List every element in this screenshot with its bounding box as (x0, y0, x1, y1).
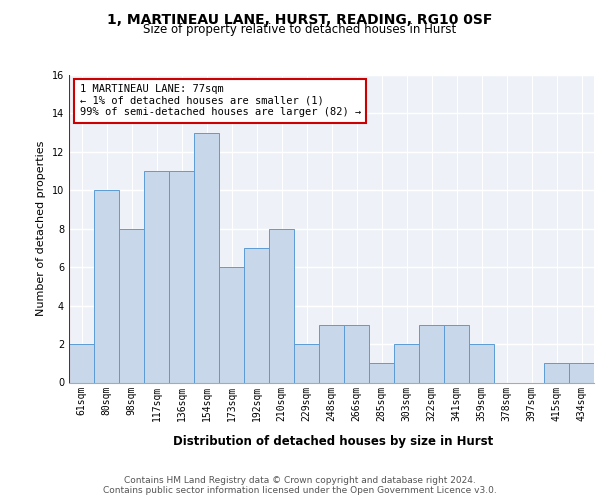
Bar (319, 325, 344, 382)
Bar (544, 364, 569, 382)
Bar (444, 325, 469, 382)
Bar (369, 364, 394, 382)
Text: Contains HM Land Registry data © Crown copyright and database right 2024.
Contai: Contains HM Land Registry data © Crown c… (103, 476, 497, 495)
Bar (269, 229, 294, 382)
Bar (569, 364, 594, 382)
Y-axis label: Number of detached properties: Number of detached properties (36, 141, 46, 316)
Bar (119, 229, 144, 382)
Text: Distribution of detached houses by size in Hurst: Distribution of detached houses by size … (173, 435, 493, 448)
Bar (219, 267, 244, 382)
Bar (69, 344, 94, 383)
Bar (294, 344, 319, 383)
Text: 1 MARTINEAU LANE: 77sqm
← 1% of detached houses are smaller (1)
99% of semi-deta: 1 MARTINEAU LANE: 77sqm ← 1% of detached… (79, 84, 361, 117)
Text: Size of property relative to detached houses in Hurst: Size of property relative to detached ho… (143, 22, 457, 36)
Bar (194, 132, 219, 382)
Text: 1, MARTINEAU LANE, HURST, READING, RG10 0SF: 1, MARTINEAU LANE, HURST, READING, RG10 … (107, 12, 493, 26)
Bar (469, 344, 494, 383)
Bar (169, 171, 194, 382)
Bar (394, 344, 419, 383)
Bar (344, 325, 369, 382)
Bar (244, 248, 269, 382)
Bar (144, 171, 169, 382)
Bar (94, 190, 119, 382)
Bar (419, 325, 444, 382)
